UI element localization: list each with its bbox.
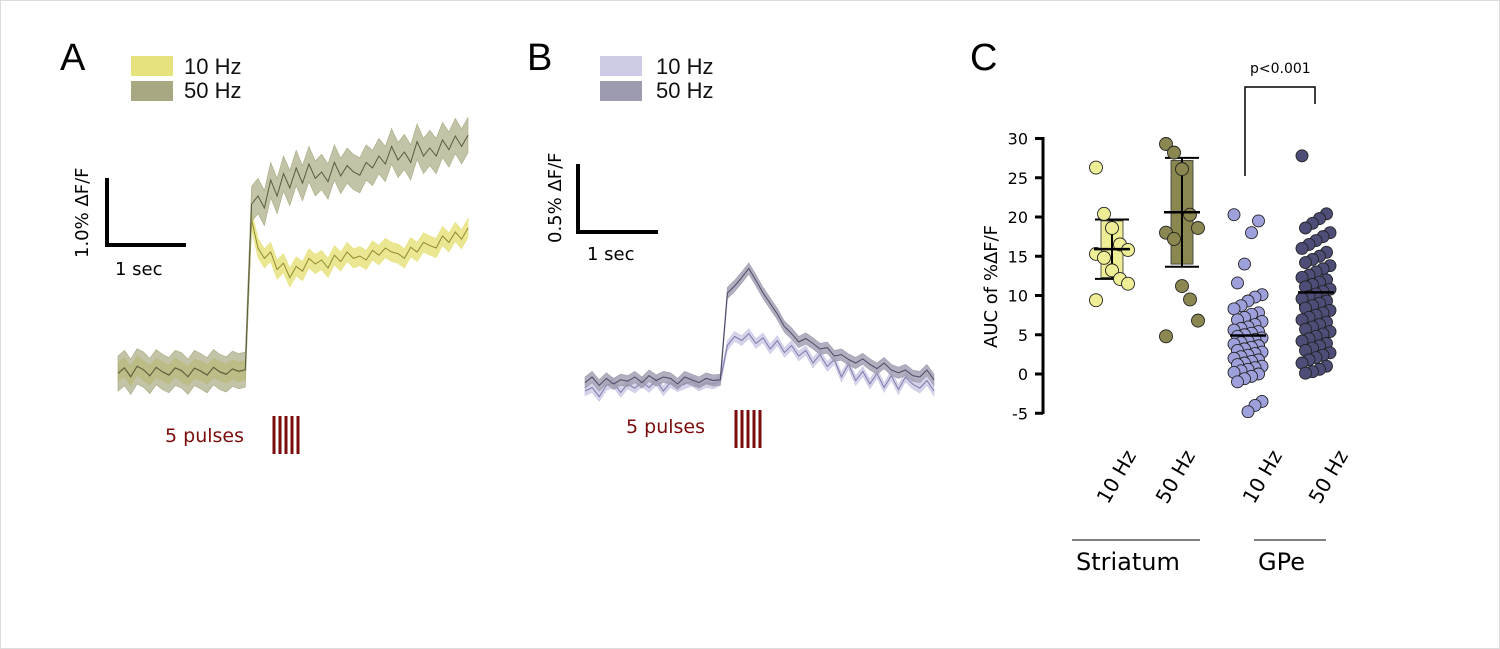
- trace-band-50hz: [584, 262, 935, 392]
- panel-a-label: A: [60, 37, 86, 79]
- panel-c-group-striatum: Striatum: [1076, 548, 1180, 576]
- data-point: [1089, 160, 1103, 175]
- panel-b-scale-y-label: 0.5% ΔF/F: [545, 152, 566, 243]
- data-point: [1175, 162, 1189, 177]
- data-point: [1121, 276, 1135, 291]
- panel-a-scale-bar: [105, 178, 186, 247]
- panel-a-traces: [117, 116, 469, 395]
- panel-c-significance-bracket: [1244, 86, 1316, 176]
- trace-mean-50hz: [117, 134, 469, 378]
- data-point: [1227, 302, 1241, 316]
- data-point: [1295, 241, 1309, 255]
- trace-mean-50hz: [584, 267, 935, 387]
- panel-a-pulse-markers: [272, 416, 300, 454]
- y-tick-label: 15: [1008, 247, 1028, 266]
- data-point: [1299, 221, 1312, 235]
- data-point: [1167, 145, 1181, 160]
- data-point: [1241, 405, 1255, 419]
- panel-b-pulse-markers: [734, 410, 762, 448]
- panel-b-legend-swatch-50hz: [600, 81, 642, 101]
- data-point: [1159, 137, 1173, 151]
- data-point: [1227, 208, 1241, 222]
- panel-c-y-ticks: 30 25 20 15 10 5 0 -5: [1008, 130, 1043, 423]
- data-point: [1252, 214, 1265, 228]
- panel-c-data: [1089, 137, 1337, 419]
- data-point: [1183, 207, 1197, 222]
- panel-b-label: B: [527, 37, 552, 79]
- panel-b-legend-10hz: 10 Hz: [656, 54, 713, 79]
- data-point: [1105, 263, 1119, 278]
- y-tick-label: 10: [1008, 287, 1028, 306]
- panel-c-xcat-1: 10 Hz: [1092, 446, 1141, 508]
- data-point: [1191, 221, 1205, 235]
- panel-c-group-gpe: GPe: [1258, 548, 1305, 576]
- panel-c-label: C: [970, 37, 997, 79]
- panel-b-scale-x-label: 1 sec: [587, 244, 635, 265]
- panel-a: A 10 Hz 50 Hz 1.0% ΔF/F 1 sec 5 pulses: [60, 37, 469, 454]
- y-tick-label: -5: [1012, 404, 1028, 423]
- panel-b-legend-swatch-10hz: [600, 56, 642, 76]
- data-point: [1295, 149, 1309, 163]
- y-tick-label: 25: [1008, 169, 1028, 188]
- panel-a-legend-50hz: 50 Hz: [184, 78, 241, 103]
- panel-a-scale-x-label: 1 sec: [115, 259, 163, 280]
- panel-a-legend-10hz: 10 Hz: [184, 54, 241, 79]
- data-point: [1159, 329, 1173, 344]
- panel-c-xcat-3: 10 Hz: [1238, 446, 1287, 508]
- data-point: [1238, 257, 1251, 271]
- data-point: [1191, 313, 1205, 328]
- panel-b: B 10 Hz 50 Hz 0.5% ΔF/F 1 sec 5 pulses: [527, 37, 935, 448]
- data-point: [1105, 221, 1119, 235]
- panel-a-pulse-label: 5 pulses: [165, 425, 244, 447]
- y-tick-label: 0: [1018, 365, 1028, 384]
- data-point: [1175, 279, 1189, 294]
- data-point: [1089, 293, 1103, 308]
- y-tick-label: 30: [1008, 130, 1028, 149]
- data-point: [1245, 226, 1258, 240]
- panel-c-xcat-4: 50 Hz: [1304, 446, 1353, 508]
- data-point: [1097, 206, 1111, 221]
- data-point: [1231, 276, 1244, 290]
- panel-b-pulse-label: 5 pulses: [626, 416, 705, 438]
- data-point: [1231, 375, 1244, 389]
- panel-b-traces: [584, 262, 935, 403]
- panel-b-legend-50hz: 50 Hz: [656, 78, 713, 103]
- y-tick-label: 20: [1008, 208, 1028, 227]
- y-tick-label: 5: [1018, 326, 1028, 345]
- panel-c-xcat-2: 50 Hz: [1151, 446, 1200, 508]
- data-point: [1183, 292, 1197, 307]
- data-point: [1299, 256, 1312, 269]
- panel-b-scale-bar: [576, 164, 658, 234]
- panel-c-pvalue: p<0.001: [1250, 61, 1311, 77]
- panel-a-scale-y-label: 1.0% ΔF/F: [72, 167, 93, 258]
- panel-a-legend-swatch-50hz: [131, 81, 173, 101]
- data-point: [1167, 232, 1181, 246]
- panel-c: C AUC of %ΔF/F 30 25 20 15 10 5 0 -5 p<0.001 10…: [970, 37, 1353, 576]
- data-point: [1299, 366, 1312, 380]
- trace-band-50hz: [117, 116, 469, 395]
- panel-a-legend-swatch-10hz: [131, 56, 173, 76]
- panel-c-y-axis-label: AUC of %ΔF/F: [981, 225, 1002, 348]
- data-point: [1097, 250, 1111, 265]
